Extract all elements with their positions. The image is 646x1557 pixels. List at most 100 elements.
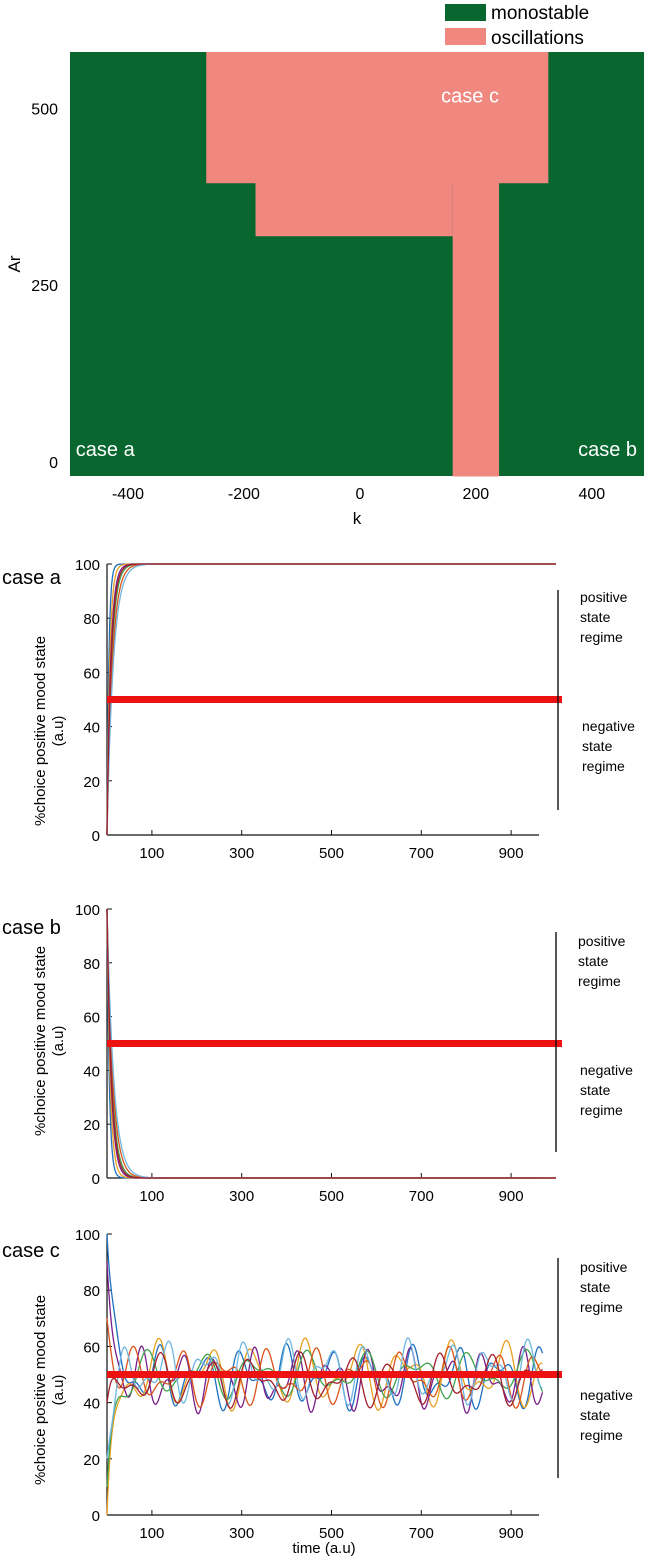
case-b-y-axis-label-main: %choice positive mood state	[32, 946, 49, 1136]
regime-label-line: regime	[578, 973, 621, 989]
regime-label-line: state	[580, 1407, 611, 1423]
case-b-panel-label: case b	[2, 917, 61, 939]
case-a-negative-regime-label: negative state regime	[582, 718, 635, 774]
case-b-negative-regime-label: negative state regime	[580, 1062, 633, 1118]
regime-label-line: negative	[580, 1062, 633, 1078]
case-a-series-line	[106, 563, 556, 836]
phase-y-axis-label: Ar	[5, 255, 24, 272]
case-c-series-line	[106, 1348, 544, 1487]
case-a-x-tick-label: 900	[499, 845, 524, 862]
case-b-threshold-line	[107, 1040, 562, 1047]
case-c-y-axis-label: %choice positive mood state (a.u)	[32, 1295, 67, 1485]
case-c-series-line	[106, 1351, 543, 1409]
case-a-y-tick-label: 60	[83, 665, 100, 682]
phase-y-tick-label: 0	[49, 455, 58, 472]
case-b-y-tick-label: 40	[83, 1063, 100, 1080]
regime-label-line: positive	[578, 933, 626, 949]
oscillation-region-1	[255, 182, 453, 237]
case-a-positive-regime-label: positive state regime	[580, 589, 628, 645]
case-a-axes: 0 20 40 60 80 100 100 300 500 700 900	[75, 557, 539, 862]
case-a-y-axis-label: %choice positive mood state (a.u)	[32, 636, 67, 826]
case-a-y-tick-label: 0	[92, 828, 100, 845]
case-b-x-tick-label: 100	[139, 1188, 164, 1205]
regime-label-line: negative	[582, 718, 635, 734]
case-b-x-tick-label: 700	[409, 1188, 434, 1205]
case-c-y-axis-label-unit: (a.u)	[50, 1375, 67, 1406]
regime-label-line: regime	[580, 1427, 623, 1443]
legend-label-oscillations: oscillations	[491, 28, 584, 49]
case-c-y-axis-label-main: %choice positive mood state	[32, 1295, 49, 1485]
legend-swatch-oscillations	[445, 28, 486, 45]
phase-y-tick-label: 250	[31, 278, 58, 295]
case-c-negative-regime-label: negative state regime	[580, 1387, 633, 1443]
case-b-y-tick-label: 80	[83, 956, 100, 973]
phase-x-axis-label: k	[353, 509, 362, 528]
case-a-x-tick-label: 700	[409, 845, 434, 862]
phase-x-tick-label: -200	[228, 486, 260, 503]
case-a-y-axis-label-main: %choice positive mood state	[32, 636, 49, 826]
regime-label-line: positive	[580, 589, 628, 605]
phase-annotation-case-a: case a	[76, 439, 136, 461]
phase-y-tick-label: 500	[31, 102, 58, 119]
case-c-positive-regime-label: positive state regime	[580, 1259, 628, 1315]
case-c-panel: case c %choice positive mood state (a.u) …	[2, 1227, 633, 1557]
case-a-series	[106, 563, 556, 836]
regime-label-line: regime	[580, 1102, 623, 1118]
regime-label-line: state	[580, 609, 611, 625]
case-c-axes: 0 20 40 60 80 100 100 300 500 700 900	[75, 1227, 539, 1542]
regime-label-line: state	[580, 1082, 611, 1098]
phase-x-tick-label: 0	[355, 486, 364, 503]
case-b-y-tick-label: 100	[75, 902, 100, 919]
regime-label-line: positive	[580, 1259, 628, 1275]
case-c-x-axis-label: time (a.u)	[292, 1540, 355, 1557]
legend-label-monostable: monostable	[491, 3, 589, 24]
phase-x-tick-label: -400	[112, 486, 144, 503]
regime-label-line: state	[580, 1279, 611, 1295]
phase-annotation-case-c: case c	[441, 86, 499, 108]
case-b-y-axis-label: %choice positive mood state (a.u)	[32, 946, 67, 1136]
case-b-y-tick-label: 20	[83, 1117, 100, 1134]
regime-label-line: state	[578, 953, 609, 969]
case-b-y-tick-label: 60	[83, 1010, 100, 1027]
case-c-series-line	[106, 1337, 543, 1459]
case-c-x-tick-label: 300	[229, 1525, 254, 1542]
case-c-y-tick-label: 20	[83, 1452, 100, 1469]
case-b-x-tick-label: 500	[319, 1188, 344, 1205]
phase-x-tick-label: 200	[463, 486, 490, 503]
case-c-y-tick-label: 100	[75, 1227, 100, 1244]
case-a-panel: case a %choice positive mood state (a.u) …	[2, 557, 635, 862]
case-b-y-tick-label: 0	[92, 1171, 100, 1188]
regime-label-line: state	[582, 738, 613, 754]
regime-label-line: regime	[582, 758, 625, 774]
case-b-series-line	[106, 908, 556, 1179]
phase-annotation-case-b: case b	[578, 439, 637, 461]
phase-annotations: case a case b case c	[76, 86, 637, 461]
legend-swatch-monostable	[445, 4, 486, 21]
case-b-axes: 0 20 40 60 80 100 100 300 500 700 900	[75, 902, 539, 1205]
case-c-y-tick-label: 0	[92, 1508, 100, 1525]
case-b-x-tick-label: 300	[229, 1188, 254, 1205]
case-c-y-tick-label: 80	[83, 1283, 100, 1300]
phase-y-tick-labels: 0 250 500	[31, 102, 58, 472]
case-a-threshold-line	[107, 696, 562, 703]
case-a-panel-label: case a	[2, 567, 62, 589]
regime-label-line: regime	[580, 1299, 623, 1315]
case-a-y-tick-label: 20	[83, 774, 100, 791]
case-a-x-tick-label: 100	[139, 845, 164, 862]
oscillation-region-0	[206, 52, 549, 184]
case-c-series-line	[106, 1233, 544, 1412]
phase-diagram-panel: monostable oscillations case a case bcase…	[5, 3, 644, 528]
case-c-panel-label: case c	[2, 1240, 60, 1262]
oscillation-region-2	[452, 182, 500, 477]
case-a-y-axis-label-unit: (a.u)	[50, 716, 67, 747]
case-c-series-line	[106, 1262, 544, 1415]
case-c-threshold-line	[107, 1371, 562, 1378]
case-b-panel: case b %choice positive mood state (a.u) …	[2, 902, 633, 1205]
case-c-x-tick-label: 900	[499, 1525, 524, 1542]
case-b-x-tick-label: 900	[499, 1188, 524, 1205]
case-c-x-tick-label: 700	[409, 1525, 434, 1542]
phase-x-tick-label: 400	[578, 486, 605, 503]
case-b-series	[106, 908, 556, 1179]
phase-x-tick-labels: -400 -200 0 200 400	[112, 486, 605, 503]
